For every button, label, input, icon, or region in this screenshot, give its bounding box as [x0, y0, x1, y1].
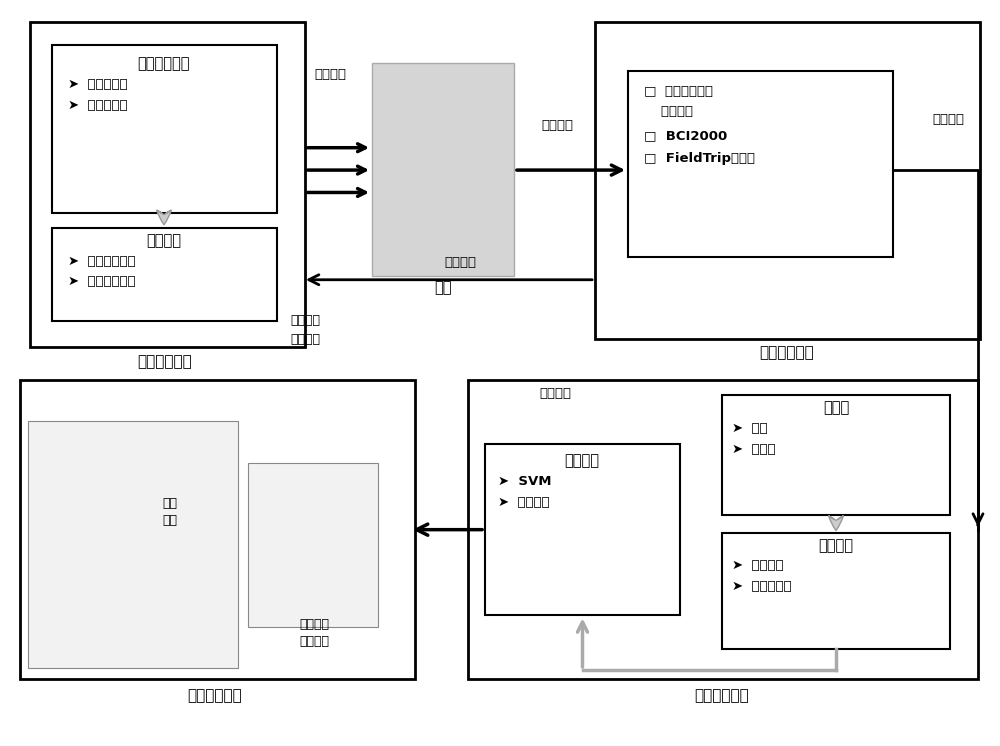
- Text: 模式识别: 模式识别: [564, 453, 600, 468]
- Text: ➤  评价结果显示: ➤ 评价结果显示: [68, 254, 136, 268]
- Text: 接收结果: 接收结果: [290, 314, 320, 327]
- Text: ➤  阈值判断: ➤ 阈值判断: [498, 495, 550, 509]
- Text: 肌肉: 肌肉: [162, 497, 178, 510]
- Text: ➤  共空间模型: ➤ 共空间模型: [732, 580, 792, 593]
- Text: ➤  滤波: ➤ 滤波: [732, 422, 768, 436]
- Text: ➤  SVM: ➤ SVM: [498, 474, 552, 488]
- Text: ➤  降采样: ➤ 降采样: [732, 443, 776, 457]
- Text: 电刺激仪: 电刺激仪: [299, 635, 329, 648]
- FancyBboxPatch shape: [628, 71, 893, 257]
- FancyBboxPatch shape: [722, 395, 950, 515]
- Text: 信号采集模块: 信号采集模块: [760, 345, 814, 360]
- Text: □  BCI2000: □ BCI2000: [644, 129, 727, 142]
- FancyBboxPatch shape: [28, 421, 238, 668]
- Text: 指令转化: 指令转化: [290, 333, 320, 346]
- FancyBboxPatch shape: [30, 22, 305, 347]
- Text: 反馈信息: 反馈信息: [314, 68, 346, 81]
- Text: □  脑电放大器及: □ 脑电放大器及: [644, 84, 713, 98]
- Text: ➤  用户影像反馈: ➤ 用户影像反馈: [68, 275, 136, 288]
- FancyBboxPatch shape: [468, 380, 978, 679]
- FancyBboxPatch shape: [595, 22, 980, 339]
- Text: 脑电数据: 脑电数据: [932, 113, 964, 126]
- FancyBboxPatch shape: [722, 533, 950, 649]
- Text: 神经肌肉: 神经肌肉: [299, 618, 329, 631]
- Text: 用户: 用户: [434, 280, 452, 295]
- Text: 界面显示: 界面显示: [146, 233, 182, 248]
- Text: 脑电数据: 脑电数据: [444, 256, 476, 269]
- Text: 信号处理模块: 信号处理模块: [695, 688, 749, 703]
- FancyBboxPatch shape: [248, 463, 378, 627]
- Text: 采集软件: 采集软件: [644, 105, 693, 119]
- Text: ➤  源定位分析: ➤ 源定位分析: [68, 99, 128, 113]
- Text: □  FieldTrip工具包: □ FieldTrip工具包: [644, 152, 755, 166]
- Text: 结果传输: 结果传输: [539, 387, 571, 401]
- Text: 预处理: 预处理: [823, 401, 849, 416]
- Text: 信息反馈模块: 信息反馈模块: [138, 354, 192, 369]
- FancyBboxPatch shape: [485, 444, 680, 615]
- FancyBboxPatch shape: [372, 63, 514, 276]
- Text: 特征提取: 特征提取: [818, 539, 854, 554]
- FancyBboxPatch shape: [52, 45, 277, 213]
- Text: 指令控制模块: 指令控制模块: [188, 688, 242, 703]
- FancyBboxPatch shape: [52, 228, 277, 321]
- Text: ➤  功能脑网络: ➤ 功能脑网络: [68, 78, 128, 91]
- FancyBboxPatch shape: [20, 380, 415, 679]
- Text: 部位: 部位: [162, 514, 178, 527]
- Text: 神经功能评价: 神经功能评价: [138, 56, 190, 71]
- Text: ➤  时频分析: ➤ 时频分析: [732, 559, 784, 572]
- Text: 信号采集: 信号采集: [541, 119, 573, 132]
